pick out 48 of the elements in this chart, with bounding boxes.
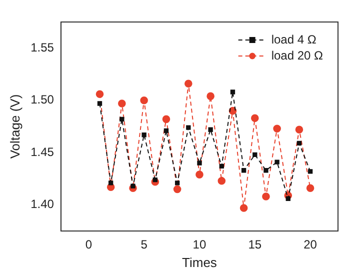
legend-label: load 4 Ω	[271, 32, 316, 46]
point	[286, 196, 290, 201]
point	[306, 184, 314, 192]
point	[196, 170, 204, 178]
x-tick-label: 20	[304, 238, 318, 252]
y-tick-label: 1.45	[30, 144, 54, 159]
point	[230, 90, 236, 94]
point	[240, 204, 248, 212]
point	[174, 180, 180, 186]
point	[140, 96, 148, 104]
x-tick-label: 0	[85, 238, 92, 252]
point	[264, 168, 268, 173]
point	[118, 100, 126, 108]
point	[142, 132, 146, 138]
y-tick-label: 1.40	[30, 197, 54, 212]
y-tick-label: 1.50	[30, 92, 54, 107]
point	[164, 128, 169, 134]
point	[262, 192, 270, 200]
point	[184, 80, 192, 88]
point	[218, 176, 226, 185]
x-tick-label: 5	[140, 238, 148, 252]
x-tick-label: 10	[192, 238, 206, 252]
point	[152, 177, 158, 182]
y-axis-title: Voltage (V)	[7, 94, 22, 159]
x-tick-label: 15	[248, 238, 262, 252]
point	[206, 92, 214, 100]
point	[273, 124, 281, 132]
point	[308, 169, 313, 174]
point	[186, 125, 191, 130]
point	[173, 185, 182, 194]
point	[274, 160, 280, 164]
point	[252, 152, 258, 158]
legend-label: load 20 Ω	[271, 48, 324, 62]
point	[108, 180, 114, 186]
point	[219, 164, 224, 169]
point	[296, 140, 302, 146]
y-tick-label: 1.55	[30, 40, 54, 54]
point	[197, 160, 202, 166]
point	[295, 126, 304, 134]
point	[96, 90, 104, 98]
x-axis-title: Times	[182, 254, 218, 270]
point	[120, 116, 124, 122]
point	[97, 101, 102, 106]
point	[250, 114, 259, 122]
point	[130, 184, 136, 188]
point	[208, 127, 213, 132]
point	[162, 115, 170, 124]
point	[241, 168, 246, 173]
